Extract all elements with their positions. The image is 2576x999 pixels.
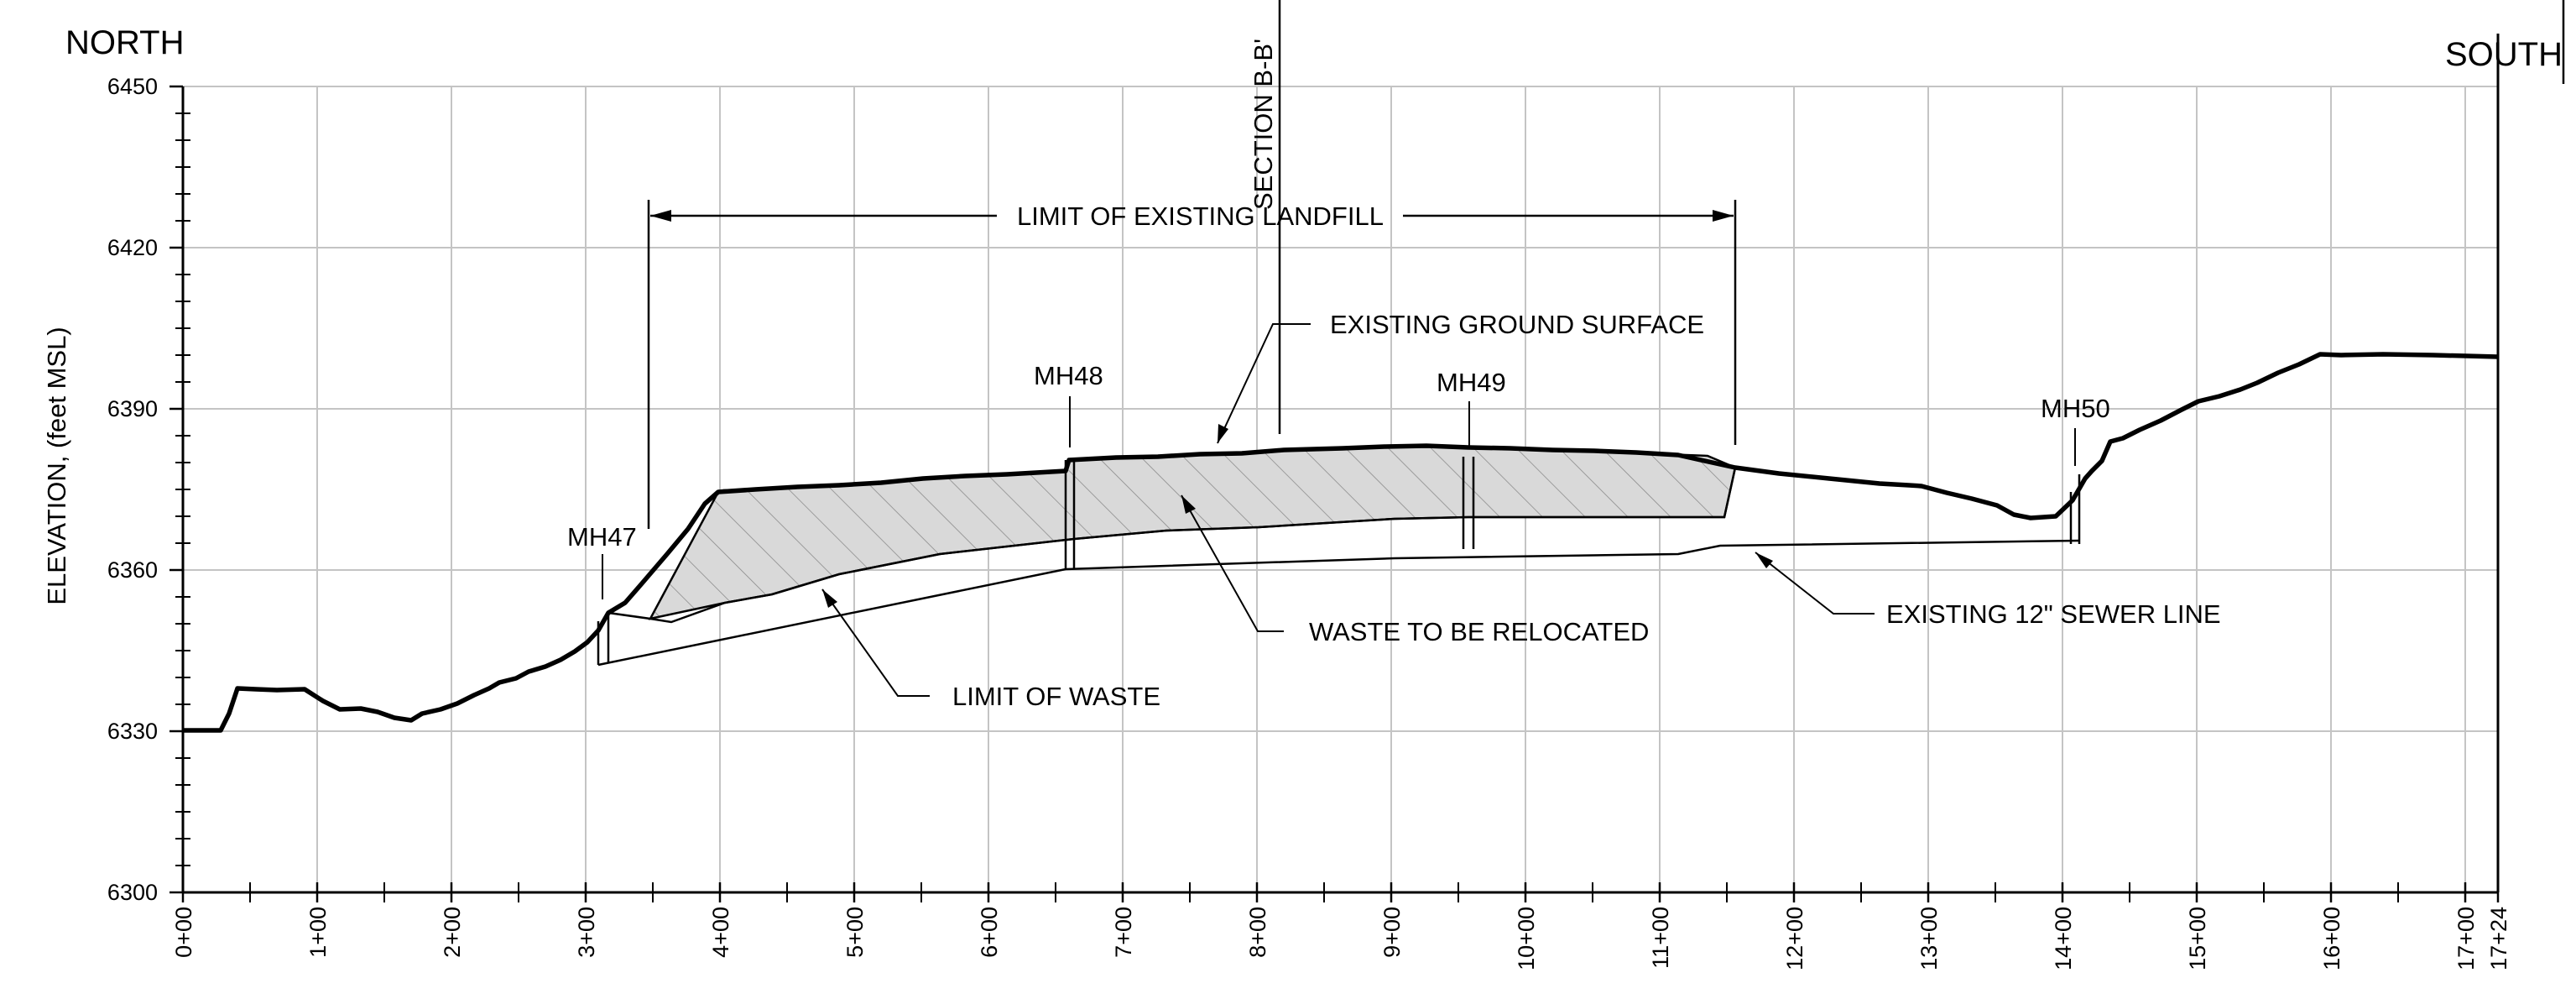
x-tick-label: 4+00 — [708, 907, 733, 958]
x-tick-label: 10+00 — [1514, 907, 1539, 970]
y-tick-label: 6360 — [107, 557, 158, 583]
x-tick-label: 9+00 — [1379, 907, 1405, 958]
y-tick-label: 6330 — [107, 719, 158, 744]
x-tick-label: 5+00 — [842, 907, 868, 958]
x-tick-label: 15+00 — [2185, 907, 2210, 970]
y-axis-label: ELEVATION, (feet MSL) — [42, 327, 71, 604]
x-tick-label: 6+00 — [977, 907, 1002, 958]
x-tick-label: 17+24 — [2486, 907, 2511, 970]
x-axis-ticks: 0+00 1+00 2+00 3+00 4+00 5+00 6+00 7+00 8+00 9+00… — [171, 0, 2565, 970]
limit-of-waste-arrow — [822, 589, 837, 608]
manhole-mh50 — [2069, 474, 2081, 544]
manhole-label-mh50: MH50 — [2041, 394, 2110, 423]
x-tick-label: 8+00 — [1245, 907, 1270, 958]
landfill-limit-dimension — [647, 200, 1737, 529]
x-tick-label: 1+00 — [305, 907, 331, 958]
y-tick-label: 6390 — [107, 396, 158, 421]
south-label: SOUTH — [2445, 36, 2563, 73]
landfill-arrow-right — [1713, 210, 1734, 222]
manhole-label-mh48: MH48 — [1034, 361, 1103, 390]
y-tick-label: 6300 — [107, 880, 158, 905]
sewer-arrow — [1755, 552, 1773, 568]
manhole-mh48 — [1064, 459, 1076, 569]
waste-to-be-relocated-area — [648, 444, 1737, 620]
waste-relocated-leader — [1181, 494, 1284, 632]
ground-surface-label: EXISTING GROUND SURFACE — [1330, 310, 1704, 339]
waste-relocated-label: WASTE TO BE RELOCATED — [1309, 617, 1649, 646]
x-tick-label: 0+00 — [171, 907, 196, 958]
manhole-mh47 — [597, 613, 610, 665]
x-tick-label: 14+00 — [2051, 907, 2076, 970]
y-axis-ticks: 6450 6420 6390 6360 6330 6300 — [107, 74, 190, 905]
x-tick-label: 2+00 — [440, 907, 465, 958]
north-label: NORTH — [65, 24, 184, 61]
x-tick-label: 16+00 — [2319, 907, 2344, 970]
waste-relocated-arrow — [1181, 495, 1196, 514]
existing-ground-surface-line — [183, 352, 2499, 733]
x-tick-label: 7+00 — [1111, 907, 1136, 958]
x-tick-label: 13+00 — [1916, 907, 1942, 970]
y-tick-label: 6450 — [107, 74, 158, 99]
x-tick-label: 3+00 — [574, 907, 599, 958]
manhole-label-mh49: MH49 — [1437, 368, 1506, 397]
landfill-limit-label: LIMIT OF EXISTING LANDFILL — [1017, 201, 1384, 231]
x-tick-label: 11+00 — [1648, 907, 1673, 969]
section-label: SECTION B-B' — [1249, 39, 1278, 210]
y-tick-label: 6420 — [107, 235, 158, 260]
landfill-arrow-left — [650, 210, 671, 222]
ground-surface-leader — [1217, 323, 1311, 444]
ground-surface-arrow — [1218, 424, 1228, 443]
sewer-label: EXISTING 12" SEWER LINE — [1886, 599, 2221, 629]
existing-sewer-line — [597, 539, 2080, 667]
limit-of-waste-label: LIMIT OF WASTE — [952, 682, 1160, 711]
manhole-label-mh47: MH47 — [567, 522, 637, 552]
manhole-mh49 — [1462, 457, 1475, 549]
sewer-leader — [1755, 552, 1875, 615]
limit-of-waste-line — [607, 467, 1737, 624]
limit-of-waste-leader — [821, 588, 930, 697]
x-tick-label: 17+00 — [2453, 907, 2479, 970]
x-tick-label: 12+00 — [1782, 907, 1807, 970]
